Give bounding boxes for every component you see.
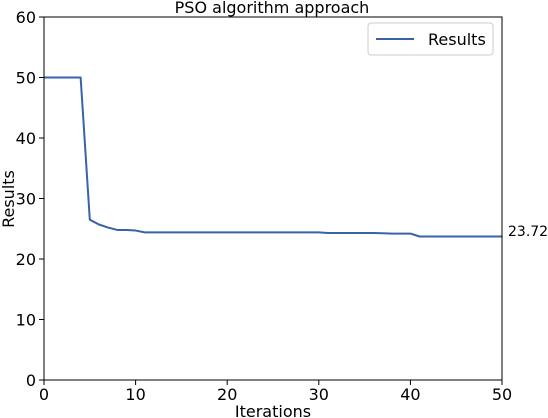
data-point (89, 218, 91, 221)
legend: Results (367, 22, 494, 56)
data-point (492, 235, 494, 238)
chart-title: PSO algorithm approach (175, 0, 370, 17)
y-tick-label: 60 (16, 8, 36, 27)
data-point (363, 232, 366, 234)
data-point (189, 231, 192, 234)
data-point (327, 232, 329, 234)
data-point (299, 231, 302, 234)
y-tick-label: 10 (16, 311, 36, 330)
data-point (308, 231, 311, 234)
series-line (44, 76, 502, 238)
data-point (61, 76, 64, 79)
data-point (180, 231, 183, 234)
data-point (198, 231, 201, 234)
data-point (482, 235, 485, 238)
data-point (162, 231, 164, 234)
data-point (372, 232, 375, 234)
data-point (52, 76, 54, 79)
data-point (235, 231, 238, 234)
x-tick-label: 50 (492, 385, 512, 404)
data-point (244, 231, 247, 234)
data-point (263, 231, 265, 234)
data-point (473, 235, 476, 238)
data-point (226, 231, 228, 234)
data-point (208, 231, 210, 234)
data-point (281, 231, 283, 234)
data-point (409, 232, 412, 235)
data-point (79, 76, 82, 79)
plot-area (43, 76, 503, 238)
axes-frame (43, 16, 503, 381)
data-point (253, 231, 256, 234)
data-point (290, 231, 293, 234)
x-tick-label: 20 (217, 385, 237, 404)
y-tick-label: 30 (16, 190, 36, 209)
end-value-label: 23.72 (508, 224, 548, 240)
data-point (437, 235, 439, 238)
data-point (400, 232, 403, 235)
data-point (153, 231, 155, 234)
data-point (171, 231, 174, 234)
data-point (70, 76, 73, 79)
data-point (427, 235, 430, 238)
y-tick-label: 20 (16, 250, 36, 269)
data-point (143, 231, 146, 234)
data-point (272, 231, 274, 234)
data-point (336, 232, 338, 234)
data-point (345, 232, 348, 234)
legend-label: Results (428, 30, 486, 49)
data-point (418, 235, 421, 238)
y-tick-label: 50 (16, 69, 36, 88)
x-axis-label: Iterations (235, 402, 311, 418)
data-point (134, 229, 137, 232)
x-tick-label: 0 (39, 385, 49, 404)
data-point (217, 231, 219, 234)
x-tick-label: 30 (309, 385, 329, 404)
data-point (116, 229, 119, 231)
data-point (107, 226, 109, 229)
data-point (455, 235, 458, 238)
data-point (318, 231, 320, 234)
axes: 0 10 20 30 40 50 0 10 20 30 40 50 60 (16, 8, 513, 404)
data-point (391, 232, 393, 235)
data-point (125, 229, 128, 231)
y-tick-label: 0 (26, 371, 36, 390)
y-axis-label: Results (0, 170, 18, 228)
data-point (98, 223, 100, 226)
y-tick-label: 40 (16, 129, 36, 148)
data-point (382, 232, 384, 235)
x-tick-label: 10 (125, 385, 145, 404)
legend-box (367, 22, 494, 56)
data-point (464, 235, 467, 238)
data-point (354, 232, 357, 234)
x-tick-label: 40 (400, 385, 420, 404)
data-point (446, 235, 448, 238)
